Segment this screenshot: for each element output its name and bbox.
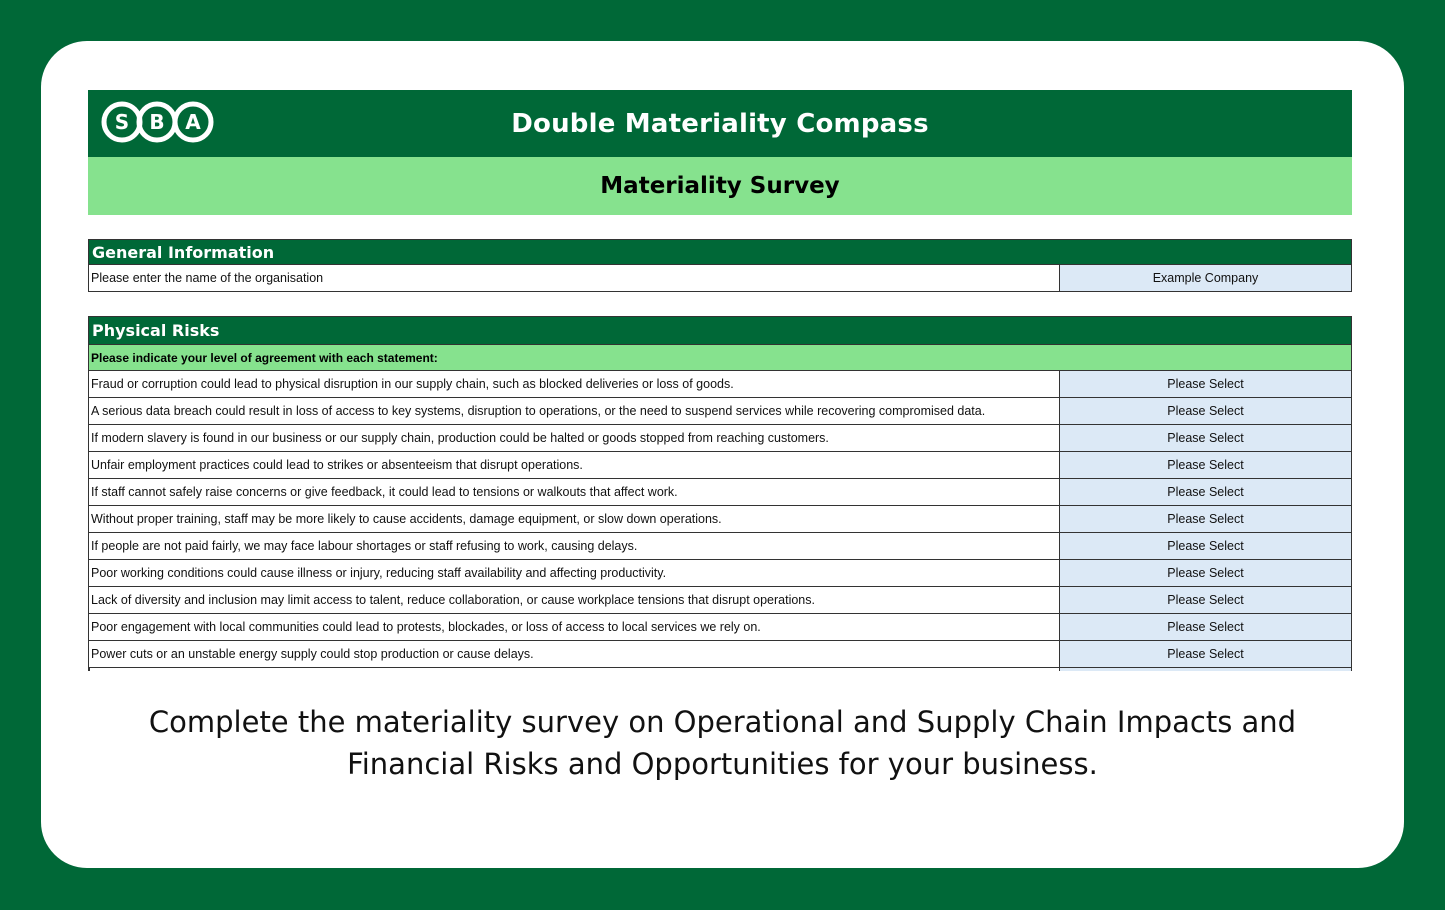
table-row: Please enter the name of the organisatio… bbox=[89, 265, 1351, 292]
agreement-dropdown[interactable]: Please Select bbox=[1060, 641, 1351, 667]
table-row: If modern slavery is found in our busine… bbox=[89, 425, 1351, 452]
agreement-dropdown[interactable]: Please Select bbox=[1060, 479, 1351, 505]
svg-text:S: S bbox=[115, 110, 129, 134]
agreement-dropdown[interactable]: Please Select bbox=[1060, 587, 1351, 613]
organisation-name-input[interactable]: Example Company bbox=[1060, 265, 1351, 291]
instruction-row: Please indicate your level of agreement … bbox=[89, 345, 1351, 371]
title-banner: S B A Double Materiality Compass bbox=[88, 90, 1352, 157]
table-row: Poor engagement with local communities c… bbox=[89, 614, 1351, 641]
spreadsheet: S B A Double Materiality Compass Materia… bbox=[88, 90, 1352, 671]
table-row: Without proper training, staff may be mo… bbox=[89, 506, 1351, 533]
statement-cell: Poor working conditions could cause illn… bbox=[89, 560, 1060, 586]
agreement-dropdown[interactable]: Please Select bbox=[1060, 371, 1351, 397]
sba-logo-icon: S B A bbox=[101, 101, 214, 143]
question-cell: Please enter the name of the organisatio… bbox=[89, 265, 1060, 291]
agreement-dropdown[interactable]: Please Select bbox=[1060, 614, 1351, 640]
table-row: Poor working conditions could cause illn… bbox=[89, 560, 1351, 587]
statement-cell: A serious data breach could result in lo… bbox=[89, 398, 1060, 424]
table-row: Unfair employment practices could lead t… bbox=[89, 452, 1351, 479]
section-heading: Physical Risks bbox=[89, 317, 1351, 345]
agreement-dropdown[interactable]: Please Select bbox=[1060, 425, 1351, 451]
agreement-dropdown[interactable]: Please Select bbox=[1060, 533, 1351, 559]
statement-cell: Without proper training, staff may be mo… bbox=[89, 506, 1060, 532]
agreement-dropdown[interactable]: Please Select bbox=[1060, 398, 1351, 424]
subtitle-banner: Materiality Survey bbox=[88, 157, 1352, 215]
statement-cell: Poor engagement with local communities c… bbox=[89, 614, 1060, 640]
page-subtitle: Materiality Survey bbox=[600, 173, 840, 199]
partial-row bbox=[89, 668, 1351, 671]
physical-risks-section: Physical Risks Please indicate your leve… bbox=[88, 316, 1352, 671]
table-row: If people are not paid fairly, we may fa… bbox=[89, 533, 1351, 560]
statement-cell: If modern slavery is found in our busine… bbox=[89, 425, 1060, 451]
page-title: Double Materiality Compass bbox=[511, 108, 929, 139]
section-heading: General Information bbox=[89, 240, 1351, 265]
svg-text:B: B bbox=[149, 110, 164, 134]
statement-cell: Lack of diversity and inclusion may limi… bbox=[89, 587, 1060, 613]
table-row: A serious data breach could result in lo… bbox=[89, 398, 1351, 425]
agreement-dropdown[interactable]: Please Select bbox=[1060, 560, 1351, 586]
statement-cell: If staff cannot safely raise concerns or… bbox=[89, 479, 1060, 505]
table-row: Lack of diversity and inclusion may limi… bbox=[89, 587, 1351, 614]
table-row: Fraud or corruption could lead to physic… bbox=[89, 371, 1351, 398]
statement-cell: Fraud or corruption could lead to physic… bbox=[89, 371, 1060, 397]
caption-line: Complete the materiality survey on Opera… bbox=[148, 705, 1297, 739]
agreement-dropdown[interactable]: Please Select bbox=[1060, 506, 1351, 532]
general-information-section: General Information Please enter the nam… bbox=[88, 239, 1352, 292]
promo-card: S B A Double Materiality Compass Materia… bbox=[41, 41, 1404, 868]
table-row: If staff cannot safely raise concerns or… bbox=[89, 479, 1351, 506]
statement-cell: Power cuts or an unstable energy supply … bbox=[89, 641, 1060, 667]
statement-cell: If people are not paid fairly, we may fa… bbox=[89, 533, 1060, 559]
agreement-dropdown[interactable]: Please Select bbox=[1060, 452, 1351, 478]
caption-line: Financial Risks and Opportunities for yo… bbox=[347, 747, 1098, 781]
table-row: Power cuts or an unstable energy supply … bbox=[89, 641, 1351, 668]
statement-cell: Unfair employment practices could lead t… bbox=[89, 452, 1060, 478]
svg-text:A: A bbox=[185, 110, 201, 134]
caption: Complete the materiality survey on Opera… bbox=[41, 701, 1404, 785]
